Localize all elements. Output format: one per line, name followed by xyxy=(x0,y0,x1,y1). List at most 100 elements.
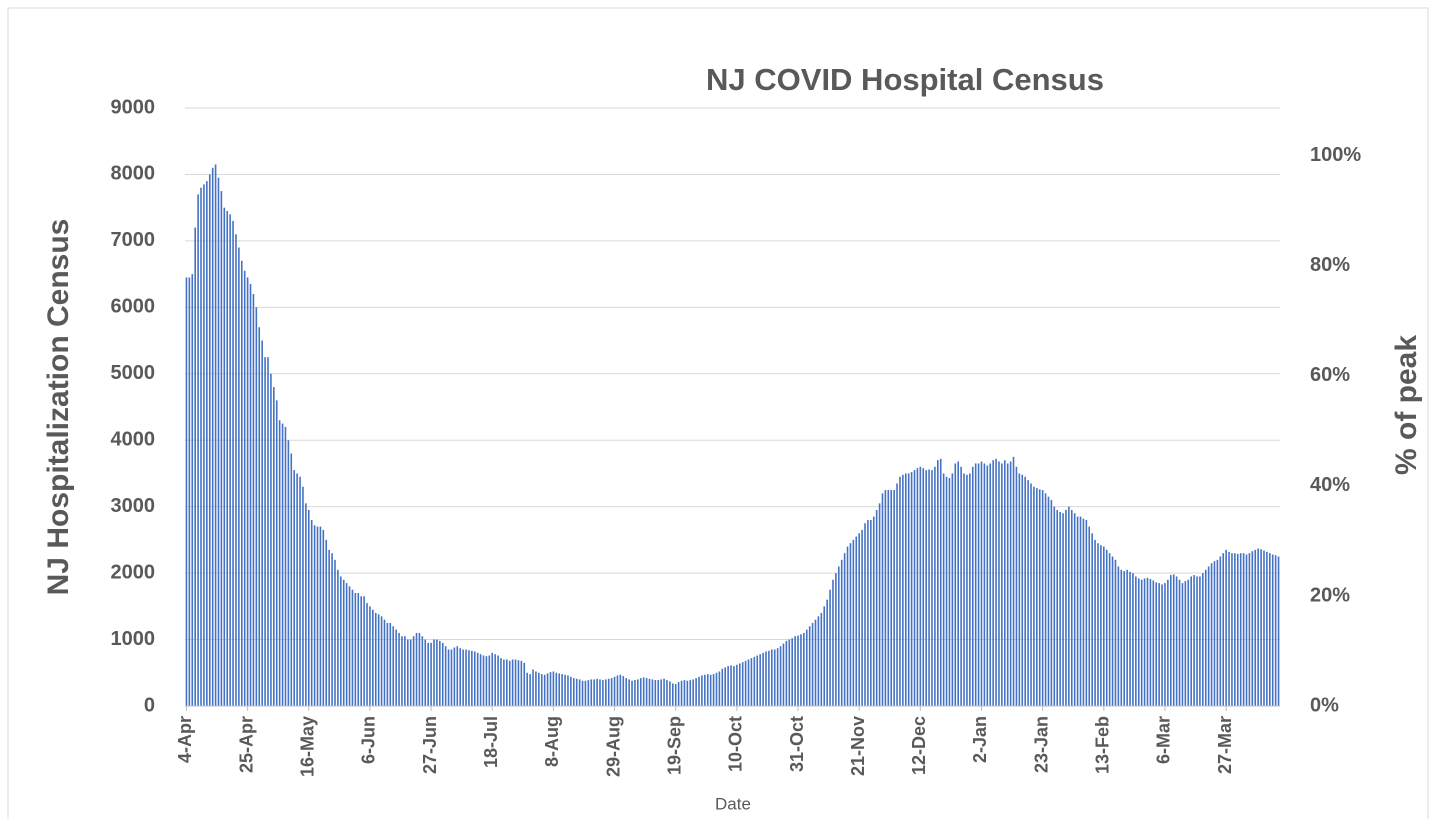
bar xyxy=(275,400,278,706)
bar xyxy=(870,519,872,706)
bar xyxy=(674,684,677,706)
y-tick-label: 8000 xyxy=(111,163,156,185)
bar xyxy=(290,453,293,706)
y-tick-label: 9000 xyxy=(111,96,156,118)
bar xyxy=(447,649,450,706)
bar xyxy=(613,676,616,706)
x-tick-label: 13-Feb xyxy=(1093,716,1113,774)
bar xyxy=(1073,513,1076,706)
bar xyxy=(305,503,307,706)
bar xyxy=(546,673,549,706)
bar xyxy=(357,593,360,706)
bar xyxy=(310,519,313,706)
bar xyxy=(837,566,840,706)
bar xyxy=(983,463,986,706)
bar xyxy=(366,603,368,706)
bar xyxy=(319,526,322,706)
bar xyxy=(852,539,855,706)
bar xyxy=(1152,580,1155,706)
bar xyxy=(418,632,421,706)
bar xyxy=(535,671,537,706)
bar xyxy=(520,660,523,706)
bar xyxy=(727,666,729,706)
x-tick-label: 29-Aug xyxy=(603,716,623,777)
x-tick-label: 4-Apr xyxy=(175,716,195,763)
bar xyxy=(307,509,310,706)
bar xyxy=(1184,581,1187,706)
bar xyxy=(1091,533,1093,706)
bar xyxy=(511,659,514,706)
bar xyxy=(264,357,266,706)
bar xyxy=(738,663,741,706)
bar xyxy=(724,667,727,706)
bar xyxy=(1085,519,1088,706)
bar xyxy=(1036,488,1038,706)
bar xyxy=(208,174,211,706)
bar xyxy=(1222,553,1225,706)
bar xyxy=(701,675,703,706)
bar xyxy=(1027,480,1029,706)
bar xyxy=(890,490,893,706)
bar xyxy=(383,619,386,706)
bar xyxy=(188,277,191,706)
x-tick-label: 19-Sep xyxy=(664,716,684,775)
bar xyxy=(197,194,199,706)
bar xyxy=(1030,483,1032,706)
bar xyxy=(453,647,456,706)
bar xyxy=(1094,539,1096,706)
bar xyxy=(1114,559,1117,706)
x-tick-label: 27-Jun xyxy=(420,716,440,774)
bar xyxy=(1059,511,1061,706)
bar xyxy=(942,473,945,706)
bar xyxy=(893,490,895,706)
bar xyxy=(622,676,625,706)
x-tick-label: 6-Mar xyxy=(1154,716,1174,764)
bar xyxy=(1082,518,1085,706)
bar xyxy=(683,680,686,706)
y-tick-label: 4000 xyxy=(111,429,156,451)
bar xyxy=(919,466,922,706)
chart-title: NJ COVID Hospital Census xyxy=(706,62,1104,97)
bar xyxy=(616,675,619,706)
bar xyxy=(200,187,202,706)
bar xyxy=(337,569,339,706)
bar xyxy=(753,656,756,706)
bar xyxy=(1242,553,1245,706)
bar xyxy=(540,674,543,706)
bar xyxy=(1155,582,1158,706)
bar xyxy=(805,629,808,706)
bar xyxy=(832,579,834,706)
bar xyxy=(849,543,852,706)
bar xyxy=(523,662,526,706)
bar xyxy=(325,539,328,706)
bar xyxy=(191,274,194,706)
bar xyxy=(1161,584,1163,706)
bar xyxy=(415,632,418,706)
bar xyxy=(427,642,429,706)
bar xyxy=(660,679,662,706)
bar xyxy=(1129,571,1131,706)
y2-axis-label: % of peak xyxy=(1390,335,1423,475)
bar xyxy=(998,461,1000,706)
bar xyxy=(800,634,802,706)
bar xyxy=(1076,516,1079,706)
bar xyxy=(910,472,913,706)
bar xyxy=(750,658,753,706)
bar xyxy=(229,214,231,707)
bar xyxy=(1219,556,1222,706)
bar xyxy=(273,387,275,706)
bar xyxy=(223,207,226,706)
bar xyxy=(532,669,534,706)
bar xyxy=(1199,576,1201,706)
bar xyxy=(698,676,700,706)
bar xyxy=(651,679,654,706)
bar xyxy=(1018,473,1021,706)
bar xyxy=(829,589,831,706)
bar xyxy=(404,636,406,706)
bar xyxy=(663,678,665,706)
bar xyxy=(430,642,432,706)
bar xyxy=(1245,554,1248,706)
bar xyxy=(884,490,887,706)
bar xyxy=(406,639,409,706)
bar xyxy=(960,466,962,706)
